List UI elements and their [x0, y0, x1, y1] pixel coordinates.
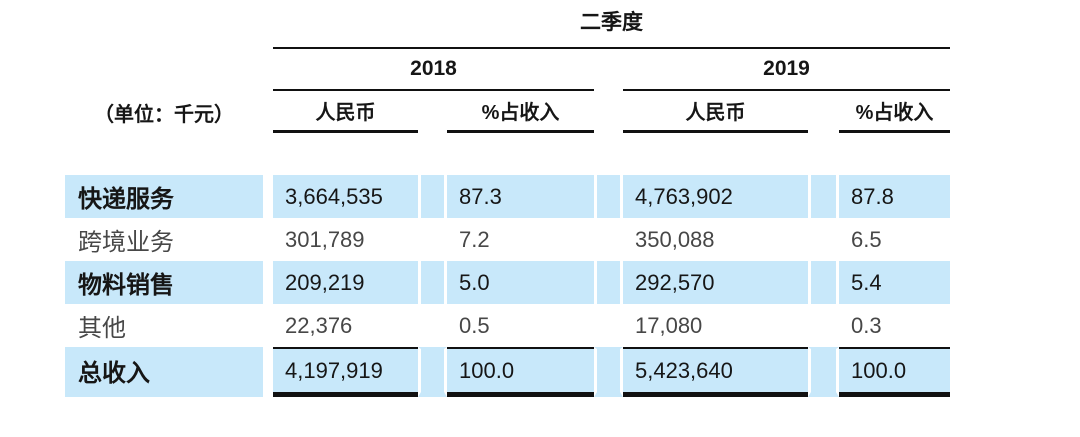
cell-value: 100.0: [851, 357, 907, 383]
cell-value: 4,763,902: [635, 183, 733, 209]
cell-pct-2019: 5.4: [839, 261, 950, 304]
column-spacer: [594, 261, 623, 304]
year-2018-label: 2018: [410, 57, 457, 80]
header-pct-2018: %占收入: [447, 91, 594, 133]
table-title: 二季度: [273, 0, 950, 49]
cell-value: 100.0: [459, 357, 515, 383]
row-label-total-revenue: 总收入: [65, 347, 263, 397]
year-group-2019: 2019: [623, 49, 950, 91]
header-rmb-2019-text: 人民币: [685, 102, 746, 124]
table-title-text: 二季度: [580, 11, 643, 34]
cell-rmb-2018: 301,789: [273, 218, 418, 261]
header-rmb-2018: 人民币: [273, 91, 418, 133]
row-label-express-service: 快递服务: [65, 175, 263, 218]
cell-pct-2019-total: 100.0: [839, 347, 950, 397]
cell-pct-2018: 0.5: [447, 304, 594, 347]
cell-value: 87.3: [459, 183, 502, 209]
header-rmb-2019: 人民币: [623, 91, 808, 133]
cell-rmb-2019: 292,570: [623, 261, 808, 304]
column-spacer: [808, 347, 839, 397]
cell-value: 17,080: [635, 312, 703, 338]
cell-value: 6.5: [851, 226, 882, 252]
row-label-text: 总收入: [78, 360, 150, 387]
year-group-2018: 2018: [273, 49, 594, 91]
cell-pct-2018: 87.3: [447, 175, 594, 218]
cell-pct-2019: 6.5: [839, 218, 950, 261]
column-spacer: [594, 347, 623, 397]
cell-pct-2018: 5.0: [447, 261, 594, 304]
cell-value: 350,088: [635, 226, 715, 252]
column-spacer: [594, 175, 623, 218]
cell-pct-2019: 0.3: [839, 304, 950, 347]
row-label-text: 跨境业务: [78, 229, 174, 256]
cell-rmb-2018: 3,664,535: [273, 175, 418, 218]
cell-rmb-2019: 4,763,902: [623, 175, 808, 218]
cell-value: 0.5: [459, 312, 490, 338]
row-label-cross-border: 跨境业务: [65, 218, 263, 261]
quarterly-revenue-table: 二季度 2018 2019 （单位：千元） 人民币 %占收入 人民币 %占收入 …: [65, 0, 950, 397]
cell-rmb-2019: 350,088: [623, 218, 808, 261]
header-rmb-2018-text: 人民币: [315, 102, 376, 124]
year-2019-label: 2019: [763, 57, 810, 80]
unit-note-text: （单位：千元）: [94, 103, 234, 126]
cell-rmb-2018: 22,376: [273, 304, 418, 347]
cell-value: 87.8: [851, 183, 894, 209]
unit-note: （单位：千元）: [65, 91, 263, 133]
cell-pct-2018-total: 100.0: [447, 347, 594, 397]
cell-value: 209,219: [285, 269, 365, 295]
row-label-material-sales: 物料销售: [65, 261, 263, 304]
cell-rmb-2018: 209,219: [273, 261, 418, 304]
cell-value: 292,570: [635, 269, 715, 295]
row-label-text: 其他: [78, 315, 126, 342]
column-spacer: [808, 261, 839, 304]
cell-value: 4,197,919: [285, 357, 383, 383]
cell-value: 5.0: [459, 269, 490, 295]
column-spacer: [418, 347, 447, 397]
cell-value: 301,789: [285, 226, 365, 252]
cell-value: 5,423,640: [635, 357, 733, 383]
cell-rmb-2019-total: 5,423,640: [623, 347, 808, 397]
column-spacer: [418, 175, 447, 218]
cell-value: 0.3: [851, 312, 882, 338]
cell-value: 5.4: [851, 269, 882, 295]
row-label-text: 物料销售: [78, 272, 174, 299]
cell-value: 22,376: [285, 312, 353, 338]
cell-value: 7.2: [459, 226, 490, 252]
header-pct-2018-text: %占收入: [481, 102, 560, 124]
header-pct-2019-text: %占收入: [855, 102, 934, 124]
row-label-text: 快递服务: [78, 186, 174, 213]
column-spacer: [418, 261, 447, 304]
cell-pct-2019: 87.8: [839, 175, 950, 218]
row-label-others: 其他: [65, 304, 263, 347]
cell-rmb-2019: 17,080: [623, 304, 808, 347]
header-pct-2019: %占收入: [839, 91, 950, 133]
cell-value: 3,664,535: [285, 183, 383, 209]
column-spacer: [808, 175, 839, 218]
cell-rmb-2018-total: 4,197,919: [273, 347, 418, 397]
cell-pct-2018: 7.2: [447, 218, 594, 261]
